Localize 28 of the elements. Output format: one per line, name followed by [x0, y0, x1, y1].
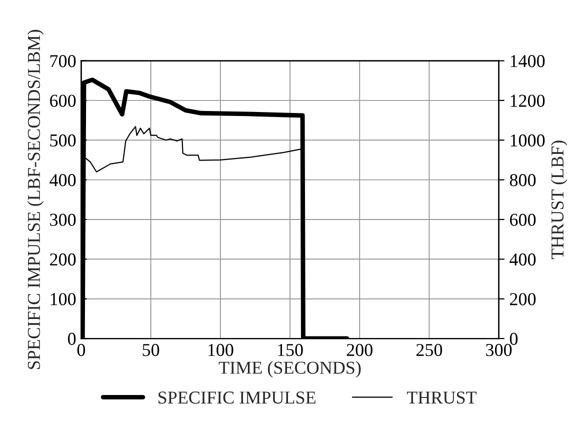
y-tick-label: 200 — [50, 253, 76, 266]
legend-label: SPECIFIC IMPULSE — [158, 392, 316, 404]
legend-label: THRUST — [406, 392, 477, 404]
y2-tick-label: 0 — [510, 332, 518, 345]
y2-tick-label: 1200 — [510, 94, 545, 107]
y-tick-label: 600 — [50, 94, 76, 107]
y2-tick-label: 400 — [510, 253, 536, 266]
y2-axis-title: THRUST (LBF) — [550, 140, 568, 260]
y-tick-label: 0 — [68, 332, 76, 345]
x-tick-label: 0 — [77, 344, 86, 356]
y2-tick-label: 1400 — [510, 55, 545, 68]
x-tick-label: 250 — [416, 344, 442, 356]
y-tick-label: 300 — [50, 214, 76, 226]
y-tick-label: 700 — [50, 55, 76, 68]
x-tick-label: 100 — [208, 344, 234, 356]
y-axis-title: SPECIFIC IMPULSE (LBF-SECONDS/LBM) — [27, 30, 44, 369]
x-tick-label: 200 — [346, 344, 372, 356]
y-tick-label: 400 — [50, 174, 76, 186]
y-tick-label: 100 — [50, 293, 76, 306]
y-tick-label: 500 — [50, 134, 76, 147]
y2-tick-label: 200 — [510, 293, 536, 306]
x-tick-label: 300 — [486, 344, 512, 356]
y2-tick-label: 600 — [510, 214, 536, 226]
y2-tick-label: 1000 — [510, 134, 545, 147]
x-tick-label: 150 — [278, 344, 303, 356]
x-tick-label: 50 — [142, 344, 160, 356]
x-axis-title: TIME (SECONDS) — [218, 361, 361, 378]
y2-tick-label: 800 — [510, 174, 536, 186]
